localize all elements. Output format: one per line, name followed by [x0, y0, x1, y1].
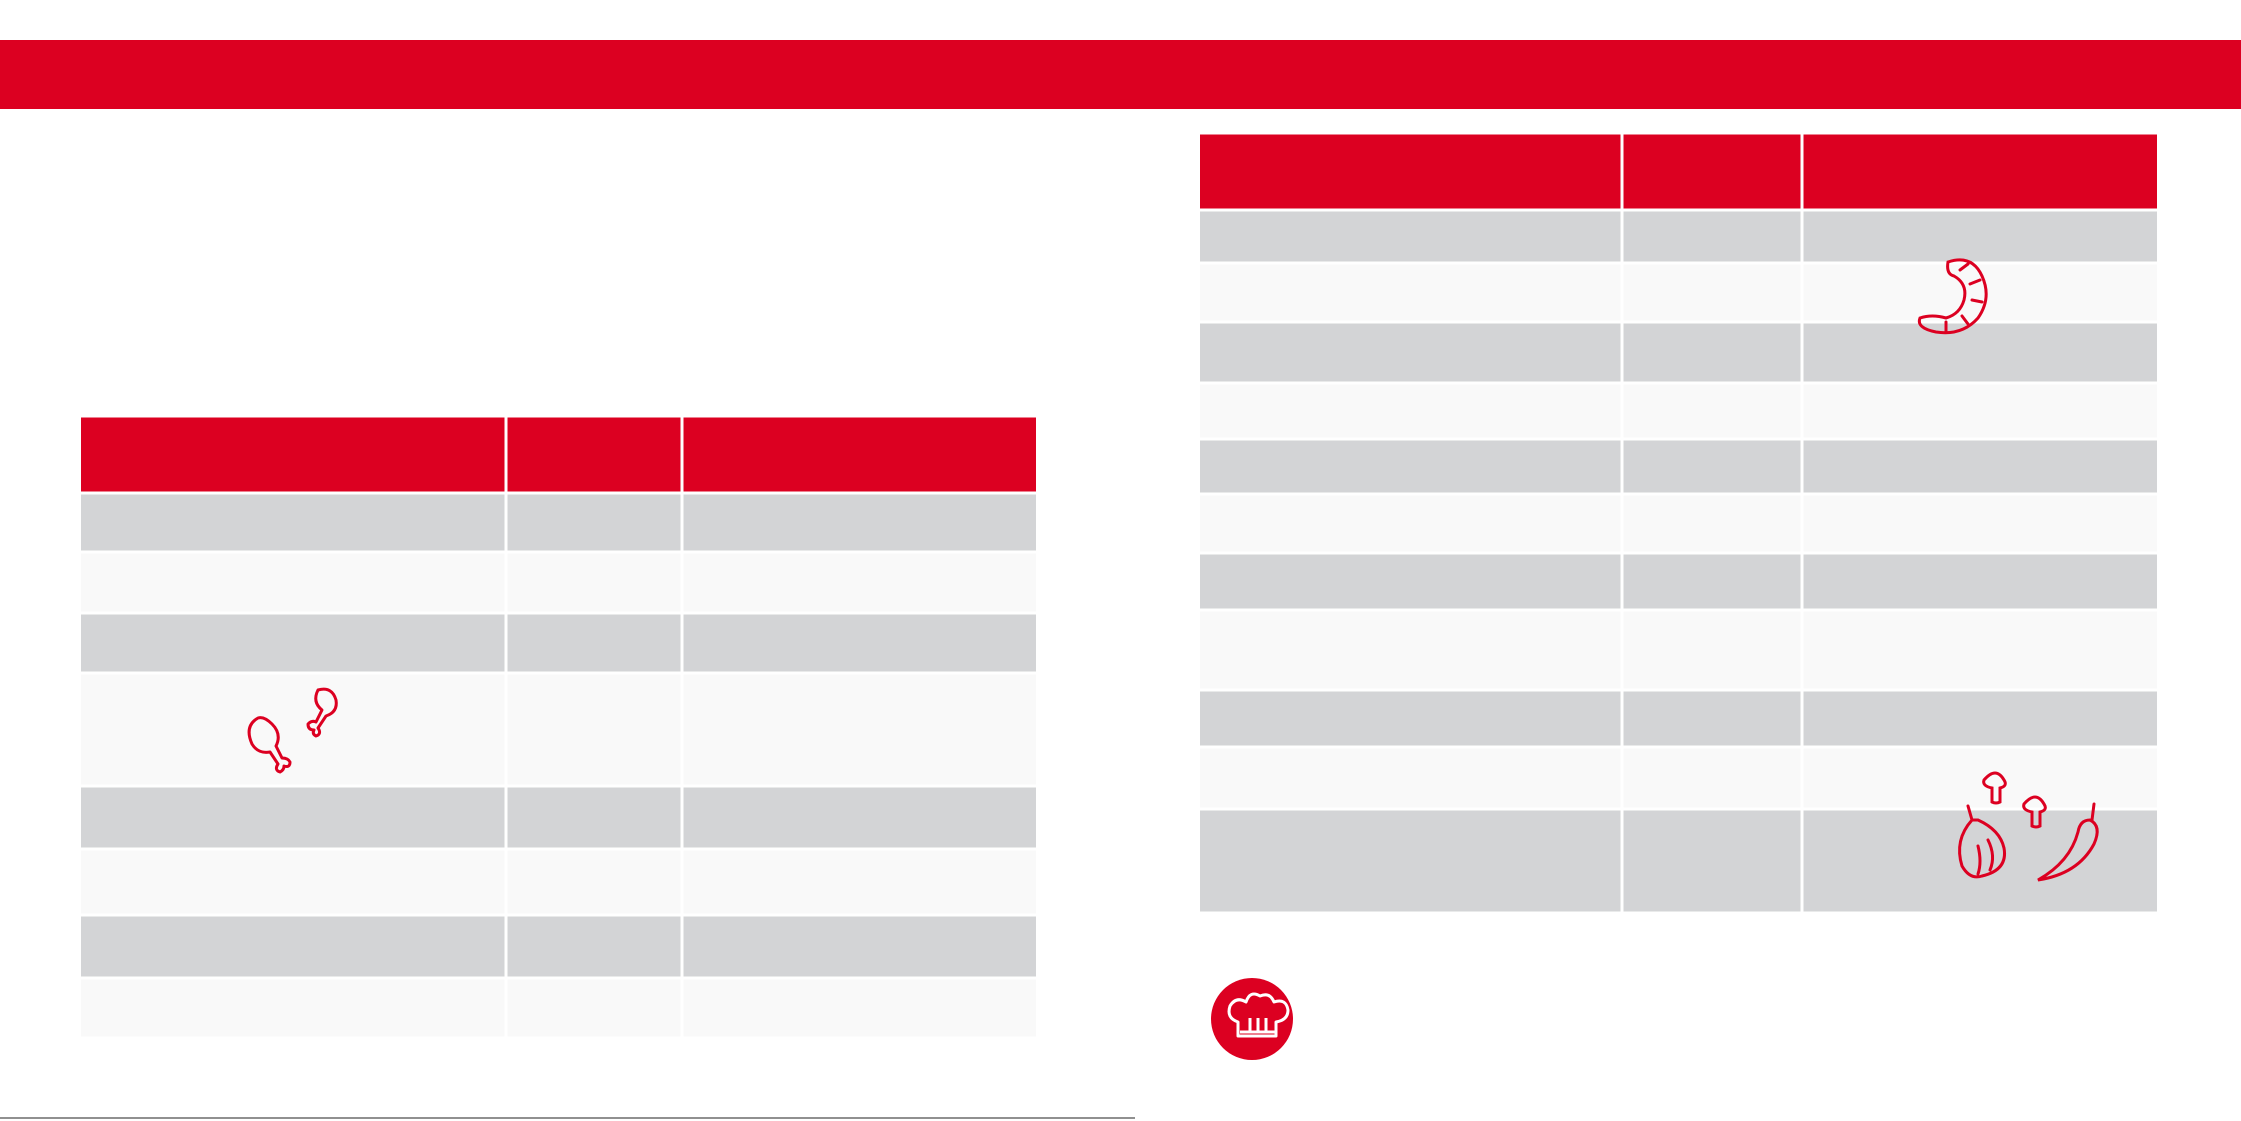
table-cell: [1803, 554, 2157, 609]
table-cell: [81, 850, 505, 914]
table-cell: [81, 916, 505, 977]
table-cell: [507, 674, 681, 785]
table-header-cell: [81, 417, 505, 492]
table-cell: [683, 674, 1036, 785]
table-cell: [1803, 611, 2157, 689]
table-cell: [683, 979, 1036, 1037]
table-cell: [1200, 810, 1621, 912]
table-cell: [1803, 495, 2157, 552]
table-cell: [1803, 691, 2157, 746]
table-cell: [81, 553, 505, 612]
table-cell: [81, 674, 505, 785]
table-header-cell: [1623, 134, 1801, 209]
table-cell: [1200, 211, 1621, 262]
table-cell: [1803, 211, 2157, 262]
table-cell: [1200, 495, 1621, 552]
table-cell: [1623, 211, 1801, 262]
table-cell: [1623, 384, 1801, 438]
table-cell: [1200, 384, 1621, 438]
table-cell: [1200, 691, 1621, 746]
table-header-cell: [507, 417, 681, 492]
header-band: [0, 40, 2241, 109]
table-cell: [507, 494, 681, 551]
chef-hat-icon: [1227, 992, 1290, 1038]
table-cell: [1623, 440, 1801, 493]
table-cell: [507, 614, 681, 672]
table-header-cell: [1803, 134, 2157, 209]
table-cell: [1623, 691, 1801, 746]
table-cell: [81, 787, 505, 848]
table-cell: [1200, 264, 1621, 321]
table-cell: [683, 614, 1036, 672]
table-cell: [507, 916, 681, 977]
table-cell: [683, 916, 1036, 977]
table-cell: [1803, 323, 2157, 382]
table-cell: [81, 494, 505, 551]
tables: [81, 134, 2157, 1037]
table-cell: [683, 787, 1036, 848]
table-cell: [1623, 810, 1801, 912]
table-cell: [1803, 748, 2157, 808]
table-cell: [507, 979, 681, 1037]
shrimp-icon: [1917, 258, 1988, 335]
drumstick-icon: [247, 687, 338, 774]
table-header-cell: [1200, 134, 1621, 209]
table-cell: [81, 614, 505, 672]
table-cell: [1623, 611, 1801, 689]
table-cell: [1623, 495, 1801, 552]
table-cell: [507, 787, 681, 848]
chef-badge: [1211, 978, 1293, 1060]
table-cell: [1623, 323, 1801, 382]
table-cell: [683, 553, 1036, 612]
table-cell: [1200, 440, 1621, 493]
table-cell: [1803, 440, 2157, 493]
table-cell: [1200, 323, 1621, 382]
table-cell: [1200, 748, 1621, 808]
table-cell: [507, 553, 681, 612]
table-cell: [1200, 554, 1621, 609]
table-cell: [1623, 264, 1801, 321]
table-cell: [1200, 611, 1621, 689]
table-cell: [683, 494, 1036, 551]
table-cell: [1803, 384, 2157, 438]
table-cell: [683, 850, 1036, 914]
table-cell: [1623, 554, 1801, 609]
table-cell: [1623, 748, 1801, 808]
table-header-cell: [683, 417, 1036, 492]
table-cell: [507, 850, 681, 914]
table-cell: [81, 979, 505, 1037]
vegetables-icon: [1958, 771, 2099, 882]
